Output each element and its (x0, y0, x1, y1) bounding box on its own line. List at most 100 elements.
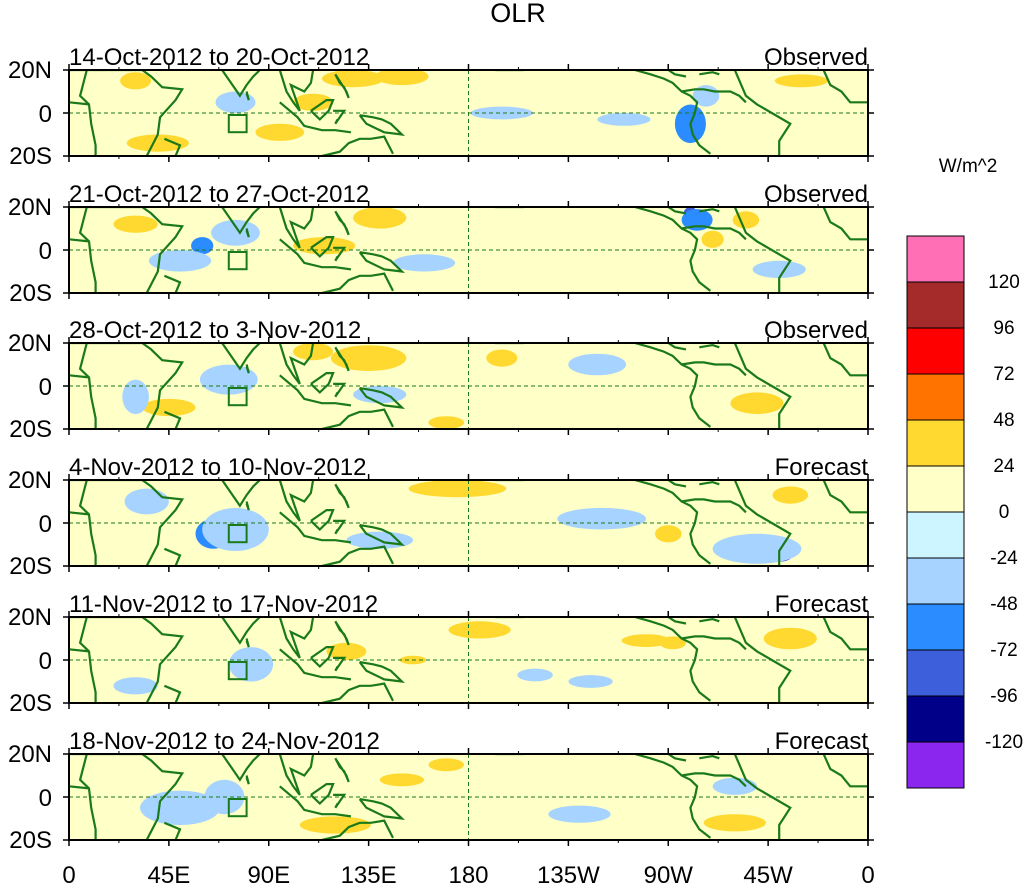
coastline (310, 99, 335, 121)
chart-title: OLR (490, 0, 546, 28)
coastline (163, 410, 182, 429)
coastline (69, 374, 90, 379)
coastline (78, 70, 97, 156)
colorbar-swatch (906, 603, 965, 651)
anomaly-region (597, 113, 651, 126)
coastline (822, 617, 868, 651)
anomaly-region (126, 134, 189, 152)
colorbar-swatch (906, 557, 965, 605)
coastline (279, 511, 352, 544)
coastline (358, 524, 406, 546)
coastline (321, 272, 394, 293)
colorbar-swatch (906, 741, 965, 789)
coastline (699, 754, 720, 760)
y-tick-label: 0 (39, 785, 52, 812)
index-box (227, 524, 248, 544)
x-tick-label: 0 (62, 862, 75, 887)
panel-status-label: Forecast (775, 591, 869, 618)
colorbar: W/m^2 120 96 72 48 24 0 -24 -48 -72 -96 -120 (906, 156, 1023, 789)
y-tick-label: 0 (39, 238, 52, 265)
coastline (245, 501, 250, 511)
y-tick-label: 0 (39, 374, 52, 401)
anomaly-region (122, 379, 149, 414)
coastline (667, 480, 687, 488)
coastline (733, 754, 792, 840)
colorbar-swatch (906, 511, 965, 559)
panel-status-label: Observed (764, 44, 868, 71)
panel-period-label: 21-Oct-2012 to 27-Oct-2012 (69, 181, 369, 208)
anomaly-region (353, 207, 407, 229)
y-tick-label: 0 (39, 648, 52, 675)
x-tick-label: 180 (448, 862, 488, 887)
coastline (667, 70, 687, 78)
coastline (699, 480, 720, 486)
colorbar-label: 48 (993, 410, 1014, 431)
coastline (78, 343, 97, 429)
anomaly-region (379, 773, 425, 787)
anomaly-field (113, 207, 806, 278)
colorbar-swatch (906, 235, 965, 283)
coastline (69, 785, 90, 790)
coastline (163, 137, 182, 156)
panel-status-label: Observed (764, 181, 868, 208)
coastline (163, 684, 182, 703)
coastline (245, 364, 250, 374)
coastline (278, 207, 315, 249)
x-tick-label: 135W (537, 862, 600, 887)
anomaly-region (548, 805, 611, 823)
colorbar-label: -24 (990, 548, 1018, 569)
coastline (822, 70, 868, 104)
coastline (358, 114, 406, 136)
x-tick-label: 0 (861, 862, 874, 887)
y-tick-label: 20S (9, 827, 52, 854)
coastline (681, 635, 747, 651)
coastline (634, 480, 712, 565)
anomaly-region (202, 508, 269, 551)
y-tick-label: 20S (9, 143, 52, 170)
index-box (227, 387, 248, 407)
coastline (278, 754, 315, 796)
coastline (667, 754, 687, 762)
y-tick-label: 20S (9, 690, 52, 717)
colorbar-swatch (906, 373, 965, 421)
coastline (69, 101, 90, 106)
anomaly-field (140, 758, 766, 834)
coastline (279, 648, 352, 681)
coastline (78, 754, 97, 840)
colorbar-swatch (906, 465, 965, 513)
coastline (321, 135, 394, 156)
anomaly-region (568, 353, 627, 376)
coastline (334, 210, 350, 236)
colorbar-label: -48 (990, 594, 1017, 615)
coastline (221, 207, 261, 235)
colorbar-swatch (906, 649, 965, 697)
coastline (822, 207, 868, 241)
coastline (163, 547, 182, 566)
coastline (310, 372, 335, 394)
coastlines (69, 617, 868, 703)
coastline (321, 408, 394, 429)
coastline (69, 70, 185, 156)
anomaly-region (703, 814, 766, 832)
coastline (699, 71, 720, 76)
anomaly-region (211, 219, 260, 246)
coastline (321, 545, 394, 566)
coastlines (69, 70, 868, 156)
anomaly-region (772, 486, 809, 504)
anomaly-region (428, 416, 465, 429)
coastline (69, 617, 185, 703)
anomaly-region (326, 642, 367, 661)
anomaly-region (124, 488, 169, 515)
coastline (278, 70, 315, 112)
panel-3: 20N 0 20S 28-Oct-2012 to 3-Nov-2012 Observed (8, 317, 874, 443)
anomaly-region (215, 91, 256, 114)
anomaly-region (330, 345, 407, 371)
coastline (333, 382, 347, 398)
coastline (358, 251, 406, 273)
y-tick-label: 20N (8, 741, 52, 768)
x-axis: 0 45E 90E 135E 180 135W 90W 45W 0 (62, 862, 874, 887)
anomaly-region (730, 392, 784, 415)
anomaly-region (712, 777, 757, 795)
